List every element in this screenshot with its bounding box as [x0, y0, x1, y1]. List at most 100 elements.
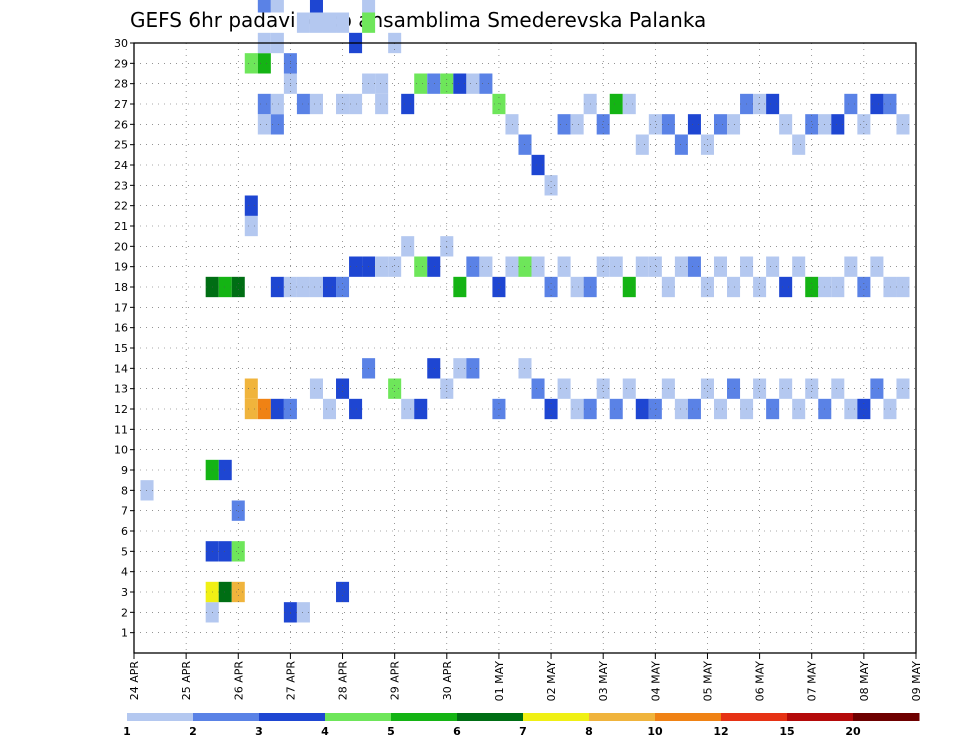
colorbar-swatch-4 — [391, 713, 458, 721]
cell-125 — [727, 114, 741, 135]
cell-222 — [622, 276, 636, 298]
cell-140 — [218, 541, 232, 562]
cell-178 — [753, 378, 767, 399]
cell-227 — [687, 256, 701, 277]
cell-228 — [700, 276, 714, 298]
cell-168 — [622, 378, 636, 399]
colorbar-legend: 1 2 3 4 5 6 7 8 10 12 15 20 — [123, 713, 920, 738]
y-tick-label-15: 15 — [114, 342, 128, 355]
colorbar-label-12: 12 — [713, 725, 728, 738]
cell-134 — [844, 93, 858, 115]
x-tick-label-5: 29 APR — [389, 661, 402, 701]
colorbar-swatch-11 — [853, 713, 920, 721]
y-tick-label-22: 22 — [114, 200, 128, 213]
cell-224 — [648, 256, 662, 277]
cell-143 — [244, 398, 258, 420]
cell-128 — [766, 93, 780, 115]
x-tick-label-0: 24 APR — [128, 661, 141, 701]
cell-15 — [322, 12, 337, 33]
cell-161 — [531, 378, 545, 399]
cell-238 — [831, 276, 845, 298]
y-tick-label-23: 23 — [114, 179, 128, 192]
cell-215 — [531, 256, 545, 277]
cell-81 — [218, 459, 232, 481]
cell-221 — [609, 256, 623, 277]
cell-190 — [140, 480, 154, 501]
cell-19 — [362, 0, 376, 13]
x-tick-label-3: 27 APR — [284, 661, 297, 701]
cell-16 — [336, 12, 350, 33]
cell-104 — [453, 73, 467, 94]
colorbar-label-1: 1 — [123, 725, 131, 738]
cell-129 — [779, 114, 793, 135]
y-tick-label-19: 19 — [114, 261, 128, 274]
cell-122 — [687, 114, 701, 135]
cell-210 — [466, 256, 480, 277]
cell-213 — [505, 256, 519, 277]
y-tick-label-29: 29 — [114, 57, 128, 70]
cell-121 — [674, 134, 688, 155]
cell-150 — [349, 398, 363, 420]
cell-226 — [674, 256, 688, 277]
cell-188 — [883, 398, 897, 420]
cell-157 — [453, 358, 467, 379]
cell-233 — [766, 256, 780, 277]
cell-110 — [531, 154, 545, 176]
cell-176 — [727, 378, 741, 399]
x-tick-label-13: 07 MAY — [806, 661, 819, 702]
y-tick-label-8: 8 — [121, 484, 128, 497]
cell-100 — [401, 93, 415, 115]
cell-159 — [492, 398, 506, 420]
cell-241 — [870, 256, 884, 277]
cell-199 — [322, 276, 337, 298]
cell-149 — [336, 378, 350, 399]
x-tick-label-9: 03 MAY — [597, 661, 610, 702]
cell-185 — [844, 398, 858, 420]
cell-123 — [700, 134, 714, 155]
colorbar-label-15: 15 — [779, 725, 794, 738]
cell-175 — [713, 398, 728, 420]
colorbar-label-7: 7 — [519, 725, 527, 738]
cell-117 — [622, 93, 636, 115]
cell-197 — [296, 276, 310, 298]
cell-212 — [492, 276, 506, 298]
cell-201 — [349, 256, 363, 277]
x-tick-label-10: 04 MAY — [649, 661, 662, 702]
colorbar-swatch-0 — [127, 713, 194, 721]
cell-91 — [296, 93, 310, 115]
cell-3 — [257, 0, 271, 13]
cell-240 — [857, 276, 871, 298]
colorbar-swatch-6 — [523, 713, 590, 721]
cell-145 — [270, 398, 284, 420]
cell-136 — [870, 93, 884, 115]
cell-180 — [779, 378, 793, 399]
cell-186 — [857, 398, 871, 420]
colorbar-label-10: 10 — [647, 725, 663, 738]
x-tick-label-12: 06 MAY — [754, 661, 767, 702]
cells-layer — [140, 0, 910, 623]
cell-209 — [453, 276, 467, 298]
cell-164 — [570, 398, 584, 420]
colorbar-label-5: 5 — [387, 725, 395, 738]
colorbar-swatch-3 — [325, 713, 392, 721]
cell-155 — [427, 358, 441, 379]
cell-230 — [727, 276, 741, 298]
cell-106 — [479, 73, 493, 94]
cell-89 — [270, 93, 284, 115]
colorbar-label-4: 4 — [321, 725, 329, 738]
cell-205 — [401, 236, 415, 257]
colorbar-label-6: 6 — [453, 725, 461, 738]
y-tick-label-28: 28 — [114, 78, 128, 91]
cell-166 — [596, 378, 610, 399]
cell-204 — [388, 256, 402, 277]
y-tick-label-13: 13 — [114, 383, 128, 396]
x-axis: 24 APR 25 APR 26 APR 27 APR 28 APR 29 APR 30 A… — [128, 653, 923, 701]
y-tick-label-16: 16 — [114, 322, 128, 335]
x-tick-label-14: 08 MAY — [858, 661, 871, 702]
x-tick-label-6: 30 APR — [441, 661, 454, 701]
colorbar-swatch-7 — [589, 713, 656, 721]
y-tick-label-27: 27 — [114, 98, 128, 111]
cell-172 — [674, 398, 688, 420]
cell-144 — [257, 398, 271, 420]
